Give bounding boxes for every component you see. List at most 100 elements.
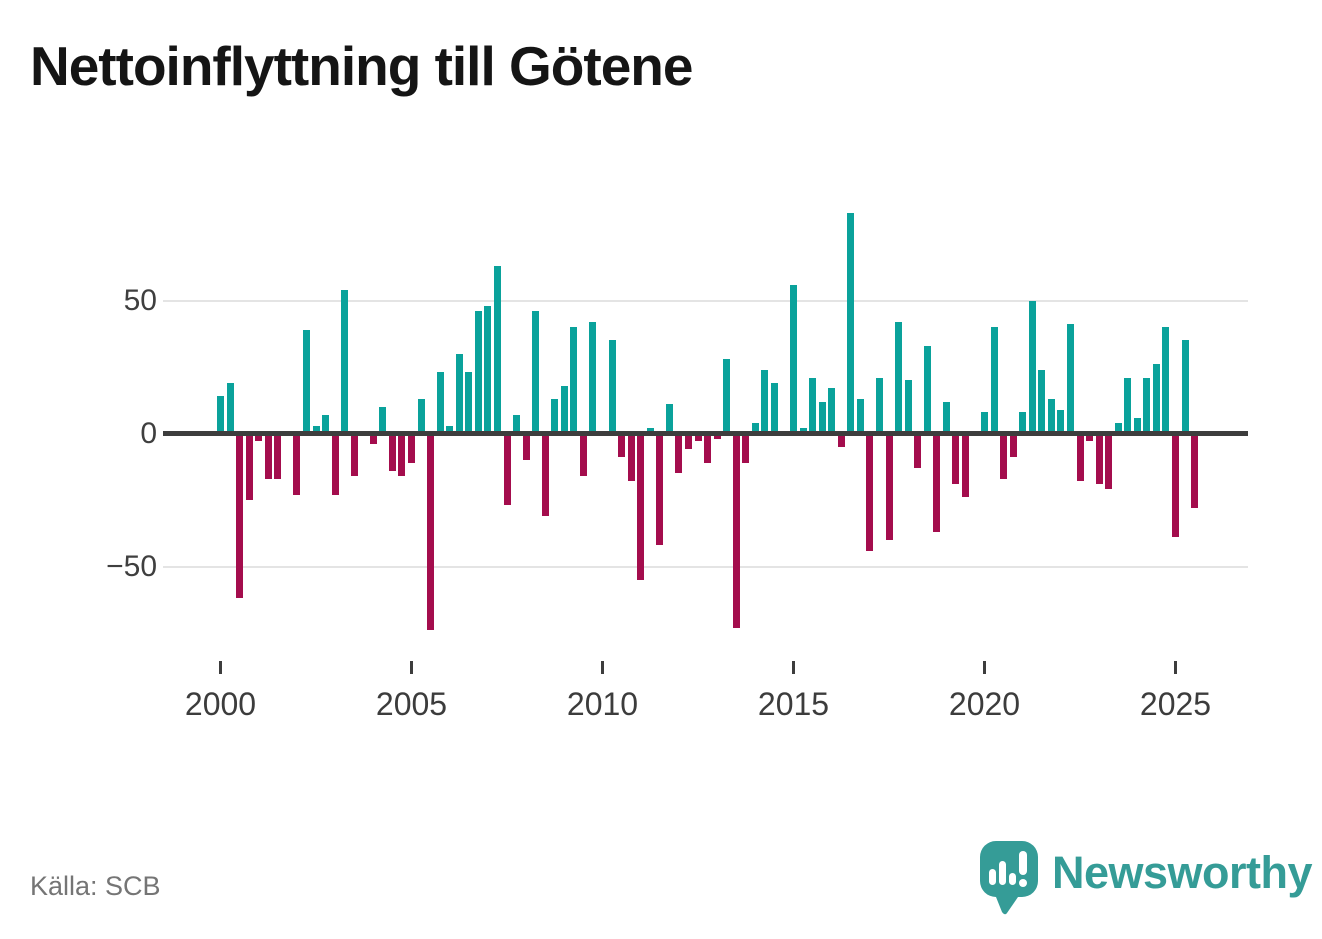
bar-91-negative [1086,433,1094,442]
x-tick-2000 [219,661,222,674]
bar-98-positive [1152,364,1160,434]
bar-42-negative [618,433,626,458]
bar-34-negative [541,433,549,516]
bar-46-negative [656,433,664,546]
bar-5-negative [264,433,272,479]
x-tick-label-2005: 2005 [375,686,448,722]
bar-10-positive [312,425,320,434]
x-tick-2025 [1174,661,1177,674]
bar-86-positive [1038,369,1046,434]
x-tick-2015 [792,661,795,674]
bar-75-negative [933,433,941,532]
bar-21-positive [417,398,425,434]
x-tick-label-2015: 2015 [757,686,830,722]
bar-51-negative [704,433,712,463]
bar-24-positive [446,425,454,434]
x-tick-2005 [410,661,413,674]
bar-52-negative [713,433,721,439]
bar-60-positive [790,284,797,434]
bar-56-positive [751,422,759,434]
bar-26-positive [465,372,473,434]
x-tick-label-2025: 2025 [1139,686,1212,722]
bar-31-positive [513,414,521,434]
bar-82-negative [1000,433,1008,479]
bar-4-negative [255,433,263,442]
bar-94-positive [1114,422,1122,434]
bar-90-negative [1076,433,1084,482]
y-tick-label-50: 50 [123,283,157,317]
x-tick-2020 [983,661,986,674]
bar-73-negative [914,433,922,469]
bar-12-negative [331,433,339,495]
bar-38-negative [579,433,587,477]
bar-36-positive [560,385,568,434]
bar-68-negative [866,433,874,551]
bar-81-positive [990,327,998,434]
bar-41-positive [608,340,616,434]
y-tick-label-0: 0 [140,416,157,450]
page-title: Nettoinflyttning till Götene [30,35,693,97]
bar-66-positive [847,212,855,434]
bar-50-negative [694,433,702,442]
bar-100-negative [1172,433,1179,538]
bar-54-negative [732,433,740,628]
gridline-50 [163,299,1248,302]
bar-63-positive [818,401,826,434]
bar-35-positive [551,398,559,434]
bar-101-positive [1181,340,1189,434]
bar-13-positive [341,289,349,434]
bar-39-positive [589,321,597,434]
bar-23-positive [436,372,444,434]
bar-20-negative [408,433,415,463]
bar-97-positive [1143,377,1151,434]
bar-44-negative [637,433,645,580]
bar-77-negative [952,433,960,485]
bar-102-negative [1191,433,1199,508]
bar-0-positive [217,396,224,434]
bar-78-negative [961,433,969,498]
bar-30-negative [503,433,511,506]
bar-62-positive [809,377,817,434]
bar-1-positive [226,382,234,434]
bar-69-positive [875,377,883,434]
bar-93-negative [1105,433,1113,490]
gridline-−50 [163,565,1248,568]
bar-87-positive [1047,398,1055,434]
bar-48-negative [675,433,683,474]
bar-64-positive [828,388,836,434]
source-note: Källa: SCB [30,871,161,901]
bar-14-negative [350,433,358,477]
bar-18-negative [388,433,396,471]
bar-9-positive [302,329,310,434]
bar-47-positive [665,404,673,434]
bar-11-positive [322,414,330,434]
bar-85-positive [1028,300,1036,434]
x-tick-label-2010: 2010 [566,686,639,722]
bar-8-negative [293,433,301,495]
bar-58-positive [770,382,778,434]
bar-84-positive [1019,412,1027,434]
bar-33-positive [532,311,540,434]
bar-22-negative [427,433,435,631]
bar-55-negative [742,433,750,463]
newsworthy-wordmark: Newsworthy [1052,847,1313,898]
bar-57-positive [761,369,769,434]
bar-29-positive [493,265,501,434]
bar-43-negative [627,433,635,482]
bar-17-positive [379,406,387,434]
bar-76-positive [942,401,950,434]
bar-65-negative [837,433,845,447]
bar-83-negative [1009,433,1017,458]
bar-99-positive [1162,327,1170,434]
zero-axis-line [163,431,1248,436]
x-tick-label-2000: 2000 [184,686,257,722]
bar-25-positive [455,353,463,434]
bar-71-positive [895,321,903,434]
bar-96-positive [1133,417,1141,434]
bar-28-positive [484,305,492,434]
bar-61-positive [799,428,807,434]
bar-80-positive [981,412,988,434]
bar-89-positive [1066,324,1074,434]
